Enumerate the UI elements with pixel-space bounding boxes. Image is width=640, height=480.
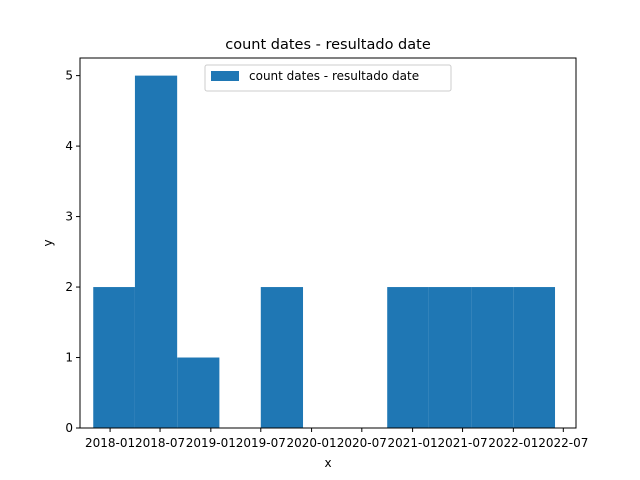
bar-10 [513, 287, 556, 428]
chart-title: count dates - resultado date [225, 37, 431, 53]
legend-box [204, 64, 452, 92]
x-tick-label-6: 2021-01 [388, 436, 438, 450]
bar-9 [471, 287, 514, 428]
bar-1 [134, 75, 178, 429]
bars [93, 75, 556, 429]
y-tick-label-5: 5 [65, 69, 73, 83]
bar-2 [177, 357, 220, 428]
bar-0 [93, 287, 135, 428]
x-tick-label-1: 2018-07 [135, 436, 185, 450]
y-tick-label-1: 1 [65, 351, 73, 365]
x-tick-label-2: 2019-01 [186, 436, 236, 450]
x-tick-label-5: 2020-07 [337, 436, 387, 450]
bar-7 [387, 287, 429, 428]
y-axis-label: y [41, 239, 55, 246]
x-tick-label-4: 2020-01 [287, 436, 337, 450]
x-tick-label-7: 2021-07 [437, 436, 487, 450]
x-tick-label-8: 2022-01 [488, 436, 538, 450]
x-tick-label-0: 2018-01 [85, 436, 135, 450]
legend-label: count dates - resultado date [249, 69, 419, 83]
y-tick-label-3: 3 [65, 210, 73, 224]
bar-8 [428, 287, 472, 428]
y-tick-label-0: 0 [65, 421, 73, 435]
x-tick-label-3: 2019-07 [236, 436, 286, 450]
x-axis: 2018-01 2018-07 2019-01 2019-07 2020-01 2020-… [85, 428, 588, 450]
legend-swatch [211, 71, 239, 81]
y-tick-label-4: 4 [65, 139, 73, 153]
bar-4 [260, 287, 304, 428]
axes-frame [79, 57, 577, 429]
y-tick-label-2: 2 [65, 280, 73, 294]
x-tick-label-9: 2022-07 [538, 436, 588, 450]
y-axis: 0 1 2 3 4 5 [65, 69, 80, 435]
x-axis-label: x [324, 456, 331, 470]
legend: count dates - resultado date [204, 64, 452, 92]
